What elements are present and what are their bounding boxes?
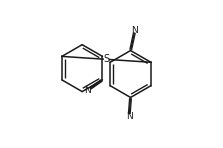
Text: N: N xyxy=(126,112,132,121)
Text: N: N xyxy=(85,86,91,95)
Text: N: N xyxy=(132,25,138,34)
Text: S: S xyxy=(103,54,109,64)
